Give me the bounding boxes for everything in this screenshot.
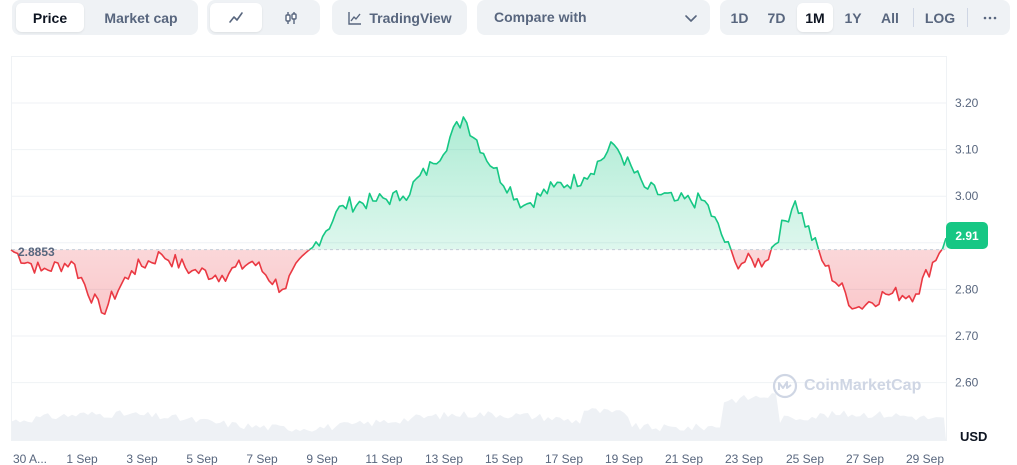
x-tick-label: 27 Sep bbox=[846, 452, 884, 465]
range-7d-button[interactable]: 7D bbox=[767, 9, 786, 26]
y-tick-label: 3.00 bbox=[955, 189, 979, 203]
currency-label: USD bbox=[960, 429, 988, 444]
y-tick-label: 2.80 bbox=[955, 282, 979, 296]
x-tick-label: 13 Sep bbox=[425, 452, 463, 465]
compare-with-label: Compare with bbox=[494, 9, 587, 25]
tradingview-chart-icon bbox=[348, 11, 362, 25]
x-tick-label: 9 Sep bbox=[306, 452, 338, 465]
price-marketcap-toggle: Price Market cap bbox=[12, 0, 198, 35]
market-cap-tab[interactable]: Market cap bbox=[104, 9, 178, 26]
range-all-button[interactable]: All bbox=[881, 9, 899, 26]
toolbar-divider bbox=[913, 8, 914, 27]
current-price-badge: 2.91 bbox=[946, 222, 988, 249]
watermark-text: CoinMarketCap bbox=[804, 377, 922, 394]
candlestick-icon bbox=[285, 11, 297, 24]
range-1d-button[interactable]: 1D bbox=[730, 9, 749, 26]
log-scale-button[interactable]: LOG bbox=[924, 9, 956, 26]
x-tick-label: 30 A... bbox=[13, 452, 47, 465]
price-line-down bbox=[10, 249, 943, 315]
x-tick-label: 1 Sep bbox=[66, 452, 98, 465]
volume-silhouette bbox=[12, 393, 946, 440]
range-1y-button[interactable]: 1Y bbox=[844, 9, 862, 26]
watermark: CoinMarketCap bbox=[772, 373, 921, 399]
range-1m-button[interactable]: 1M bbox=[797, 3, 833, 32]
x-tick-label: 7 Sep bbox=[246, 452, 278, 465]
x-axis: 30 A... 1 Sep 3 Sep 5 Sep 7 Sep 9 Sep 11 Sep 13… bbox=[13, 452, 944, 465]
x-tick-label: 3 Sep bbox=[126, 452, 158, 465]
coinmarketcap-logo-icon bbox=[772, 373, 798, 399]
x-tick-label: 21 Sep bbox=[665, 452, 703, 465]
chart-type-toggle bbox=[207, 0, 320, 35]
x-tick-label: 25 Sep bbox=[786, 452, 824, 465]
candlestick-button[interactable] bbox=[265, 3, 317, 32]
volume-area bbox=[12, 393, 946, 440]
chevron-down-icon bbox=[685, 15, 697, 22]
compare-with-dropdown[interactable]: Compare with bbox=[477, 0, 710, 35]
line-chart-button[interactable] bbox=[210, 3, 262, 32]
y-tick-label: 2.60 bbox=[955, 376, 979, 390]
area-below-reference bbox=[11, 249, 942, 315]
tradingview-button[interactable]: TradingView bbox=[332, 0, 467, 35]
tradingview-label: TradingView bbox=[369, 9, 452, 26]
more-horizontal-icon bbox=[983, 16, 997, 19]
x-tick-label: 5 Sep bbox=[186, 452, 218, 465]
more-options-button[interactable] bbox=[973, 3, 1007, 32]
toolbar-divider bbox=[967, 8, 968, 27]
x-tick-label: 19 Sep bbox=[605, 452, 643, 465]
price-line bbox=[10, 116, 947, 315]
line-chart-icon bbox=[229, 11, 243, 23]
plot-border bbox=[11, 56, 947, 441]
x-tick-label: 29 Sep bbox=[906, 452, 944, 465]
x-tick-label: 11 Sep bbox=[365, 452, 402, 465]
price-tab[interactable]: Price bbox=[16, 3, 84, 32]
y-tick-label: 2.70 bbox=[955, 329, 979, 343]
y-tick-label: 3.10 bbox=[955, 143, 979, 157]
reference-price-label: 2.8853 bbox=[18, 245, 55, 259]
y-axis: 3.203.103.002.902.802.702.60 bbox=[955, 96, 979, 390]
x-tick-label: 17 Sep bbox=[545, 452, 583, 465]
x-tick-label: 23 Sep bbox=[725, 452, 763, 465]
time-range-toggle: 1D 7D 1M 1Y All LOG bbox=[720, 0, 1010, 35]
price-line-up bbox=[11, 116, 947, 250]
x-tick-label: 15 Sep bbox=[485, 452, 523, 465]
y-tick-label: 3.20 bbox=[955, 96, 979, 110]
